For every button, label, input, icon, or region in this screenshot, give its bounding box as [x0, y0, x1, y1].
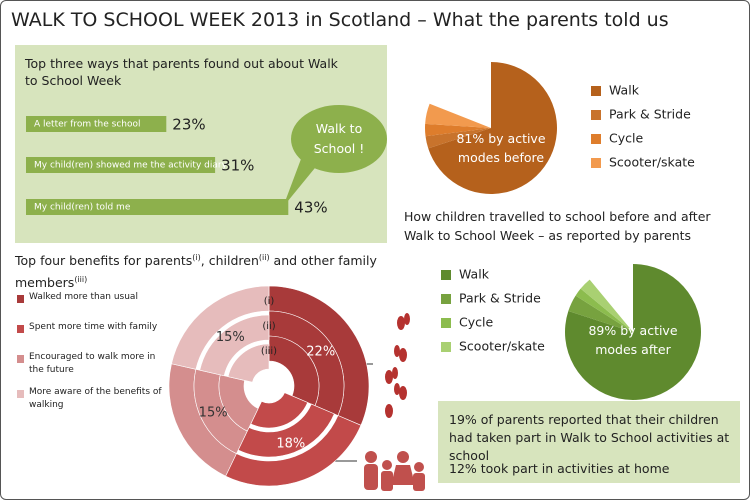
ring-label: (i) [264, 296, 275, 307]
bubble-tail [283, 159, 319, 207]
value-label: 43% [294, 199, 327, 217]
pie-label: 81% by active modes before [456, 131, 546, 165]
legend-swatch [441, 342, 451, 352]
legend-label: Scooter/skate [609, 155, 695, 170]
family-icon [364, 451, 425, 491]
note: 12% took part in activities at home [449, 461, 670, 476]
legend-swatch [591, 134, 601, 144]
pie-slice [428, 62, 557, 194]
found-out-title: Top three ways that parents found out ab… [25, 56, 338, 88]
ring-label: (ii) [262, 321, 275, 332]
heading-part: Top four benefits for parents [15, 253, 193, 269]
donut-segment [250, 392, 309, 429]
bar-label: My child(ren) showed me the activity dia… [34, 161, 228, 171]
legend-label: Cycle [609, 131, 643, 146]
legend-label: Park & Stride [609, 107, 691, 122]
pie-slice [565, 264, 702, 400]
value-label: 15% [199, 405, 228, 420]
legend-swatch [591, 86, 601, 96]
legend-swatch [441, 318, 451, 328]
donut-segment [199, 314, 270, 377]
legend-label: Encouraged to walk more in the future [29, 352, 156, 375]
benefits-heading: Top four benefits for parents(i), childr… [15, 248, 385, 292]
donut-segment [227, 343, 270, 383]
pie-slice [568, 295, 633, 332]
legend-label: Park & Stride [459, 291, 541, 306]
bar-label: A letter from the school [34, 120, 141, 130]
value-label: 18% [276, 437, 305, 452]
legend-swatch [441, 270, 451, 280]
pie-slice [580, 279, 633, 332]
value-label: 31% [221, 157, 254, 175]
value-label: 15% [216, 330, 245, 345]
heading-part: and other family members [15, 253, 377, 291]
bar [26, 157, 216, 173]
legend-label: Cycle [459, 315, 493, 330]
note: 19% of parents reported that their child… [449, 412, 730, 463]
superscript: (iii) [74, 275, 88, 285]
legend-label: Walk [609, 83, 640, 98]
pie-slice [575, 288, 633, 332]
legend-swatch [591, 158, 601, 168]
legend-label: Scooter/skate [459, 339, 545, 354]
bubble-text: Walk to School ! [313, 121, 365, 156]
notes-panel [438, 401, 740, 483]
value-label: 23% [172, 116, 205, 134]
legend-label: Walked more than usual [29, 292, 138, 302]
value-label: 22% [306, 344, 335, 359]
bar [26, 116, 167, 132]
superscript: (ii) [258, 253, 270, 262]
legend-swatch [17, 390, 24, 398]
superscript: (i) [192, 253, 201, 262]
donut-segment [171, 285, 270, 370]
legend-label: More aware of the benefits of walking [29, 387, 162, 410]
ring-label: (iii) [261, 346, 277, 357]
donut-segment [268, 335, 320, 407]
pie-slice [425, 123, 491, 137]
legend-label: Walk [459, 267, 490, 282]
pie-slice [425, 128, 491, 149]
legend-swatch [441, 294, 451, 304]
title: WALK TO SCHOOL WEEK 2013 in Scotland – W… [11, 9, 669, 31]
bar [26, 199, 289, 215]
legend-swatch [17, 295, 24, 303]
bar-label: My child(ren) told me [34, 203, 131, 213]
pie-slice [425, 103, 491, 128]
travel-heading: How children travelled to school before … [404, 209, 711, 243]
legend-swatch [17, 325, 24, 333]
bubble [291, 105, 387, 173]
heading-part: , children [200, 253, 259, 269]
pie-label: 89% by active modes after [588, 323, 678, 357]
legend-swatch [591, 110, 601, 120]
legend-label: Spent more time with family [29, 322, 158, 332]
footprints [385, 313, 410, 418]
legend-swatch [17, 355, 24, 363]
